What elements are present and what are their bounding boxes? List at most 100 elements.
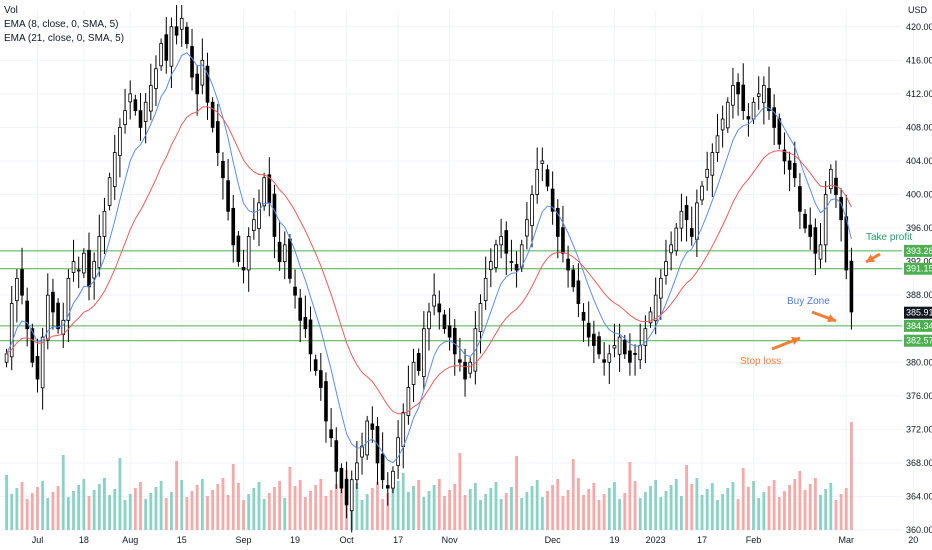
price-tag-bg [904, 244, 932, 257]
candle-up [102, 210, 107, 237]
candle-down [602, 359, 606, 363]
candle-up [612, 345, 617, 349]
volume-bar [25, 499, 29, 530]
volume-bar [613, 482, 616, 530]
volume-bar [561, 496, 565, 530]
volume-bar [329, 490, 333, 530]
volume-bar [412, 486, 415, 530]
volume-bar [819, 495, 822, 530]
candle-up [154, 68, 158, 89]
volume-bar [602, 494, 606, 530]
volume-bar [10, 494, 14, 530]
candle-down [767, 88, 771, 112]
candle-up [159, 43, 163, 67]
candle-down [447, 325, 452, 338]
price-tag-bg [904, 319, 932, 332]
volume-bar [530, 486, 534, 530]
candle-up [710, 152, 715, 176]
volume-bar [427, 491, 431, 530]
volume-bar [850, 422, 853, 530]
volume-bar [216, 484, 220, 530]
candle-down [30, 328, 35, 363]
candle-up [468, 361, 473, 374]
volume-bar [520, 498, 524, 530]
volume-bar [190, 491, 194, 530]
y-tick-label: 404.00 [906, 156, 932, 166]
candle-down [463, 361, 467, 380]
volume-bar [324, 496, 328, 530]
candle-up [664, 261, 668, 276]
candle-up [731, 85, 735, 106]
candle-down [226, 180, 230, 212]
volume-bar [839, 494, 843, 530]
x-tick-label: 19 [290, 535, 300, 545]
volume-bar [61, 455, 65, 530]
x-tick-label: 15 [177, 535, 187, 545]
candle-up [200, 59, 205, 86]
volume-bar [396, 481, 400, 530]
candle-down [813, 227, 818, 254]
candle-down [190, 46, 194, 78]
candle-up [143, 101, 148, 122]
candle-down [195, 73, 199, 95]
volume-bar [525, 492, 529, 530]
volume-bar [752, 481, 755, 530]
volume-bar [365, 494, 369, 530]
time-axis[interactable]: Jul 18 Aug 15 Sep 19 Oct 17 Nov Dec 19 2023 17 Feb Mar… [32, 535, 919, 545]
candle-up [391, 470, 395, 489]
candle-down [550, 188, 555, 212]
volume-bar [798, 471, 802, 530]
volume-bar [417, 480, 421, 530]
candle-up [478, 303, 483, 333]
candle-down [231, 207, 236, 246]
ema21-line [6, 106, 852, 415]
candle-up [123, 110, 127, 125]
candle-up [169, 26, 174, 67]
volume-bar [370, 488, 374, 530]
volume-bar [401, 473, 405, 530]
candle-up [762, 85, 766, 104]
volume-bar [273, 487, 276, 530]
volume-bar [123, 500, 127, 530]
candle-up [401, 412, 406, 447]
legend-vol[interactable]: Vol [4, 5, 18, 16]
candle-up [97, 236, 102, 268]
volume-bar [36, 487, 39, 530]
volume-bar [731, 482, 735, 530]
volume-bar [499, 499, 503, 530]
candle-down [319, 370, 323, 388]
volume-bar [41, 481, 45, 530]
x-tick-label: 19 [609, 535, 619, 545]
candle-up [257, 202, 261, 229]
candle-down [313, 359, 318, 372]
volume-bar [200, 479, 204, 530]
volume-bar [448, 490, 452, 530]
x-tick-label: Nov [442, 535, 459, 545]
volume-bar [669, 485, 673, 530]
volume-bar [376, 482, 379, 530]
candle-up [659, 277, 663, 299]
legend-ema21[interactable]: EMA (21, close, 0, SMA, 5) [4, 33, 125, 44]
stop-loss-label: Stop loss [740, 356, 781, 367]
volume-bar [128, 494, 132, 530]
currency-label: USD [908, 5, 928, 15]
candle-down [782, 149, 787, 162]
candle-down [303, 316, 308, 330]
volume-bar [154, 487, 158, 530]
volume-bar [628, 462, 632, 530]
volume-bar [721, 494, 725, 530]
volume-bar [716, 500, 719, 530]
candlesticks [4, 4, 854, 533]
volume-bar [72, 491, 75, 530]
volume-bar [5, 475, 8, 530]
candle-up [705, 168, 709, 178]
volume-bar [546, 491, 549, 530]
candle-up [262, 177, 266, 207]
legend-ema8[interactable]: EMA (8, close, 0, SMA, 5) [4, 19, 119, 30]
volume-bar [340, 478, 343, 530]
volume-bar [633, 481, 637, 530]
volume-bar [468, 489, 472, 530]
volume-bar [149, 493, 153, 530]
candle-down [205, 65, 210, 103]
